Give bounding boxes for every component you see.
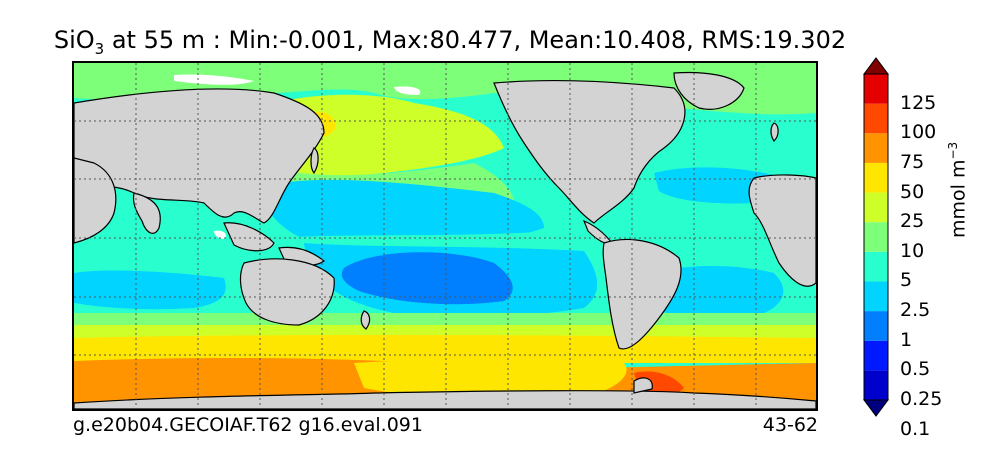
- colorbar-tick-label: 0.25: [900, 388, 943, 410]
- missing-patch-arctic: [174, 74, 254, 85]
- ross-sea-band: [354, 358, 627, 400]
- africa-west: [748, 174, 816, 287]
- colorbar-tick-label: 125: [900, 91, 937, 114]
- british-isles: [770, 122, 779, 142]
- india: [132, 192, 161, 234]
- colorbar-extend-max: [863, 57, 889, 75]
- new-zealand: [360, 310, 371, 330]
- colorbar-frame: [863, 73, 889, 401]
- colorbar-tick-label: 10: [900, 239, 925, 262]
- north-atlantic-gyre: [654, 167, 776, 204]
- south-america: [602, 238, 682, 350]
- colorbar-tick-label: 25: [900, 210, 925, 233]
- colorbar-tick-label: 1: [900, 328, 913, 351]
- colorbar: [856, 56, 896, 418]
- missing-patch-bering: [394, 86, 421, 95]
- colorbar-units: mmol m−3: [946, 142, 969, 238]
- missing-patch-indonesia: [214, 230, 226, 239]
- south-pacific-core: [341, 252, 513, 305]
- units-exponent: −3: [946, 141, 960, 160]
- colorbar-tick-label: 5: [900, 269, 913, 292]
- years-label: 43-62: [762, 414, 818, 436]
- map-panel: [72, 61, 818, 411]
- antarctic-peninsula: [633, 377, 653, 394]
- greenland: [673, 71, 745, 110]
- colorbar-segment: [864, 192, 888, 223]
- colorbar-segment: [864, 370, 888, 400]
- colorbar-svg: [863, 57, 889, 417]
- missing-data: [174, 74, 421, 239]
- colorbar-tick-label: 0.5: [900, 358, 931, 381]
- title-subscript: 3: [94, 39, 105, 58]
- colorbar-segment: [864, 74, 888, 104]
- colorbar-segment: [864, 311, 888, 341]
- north-america: [493, 79, 686, 224]
- colorbar-segment: [864, 162, 888, 193]
- colorbar-segment: [864, 103, 888, 134]
- case-name-label: g.e20b04.GECOIAF.T62 g16.eval.091: [73, 414, 423, 436]
- maritime-continent: [223, 222, 275, 252]
- colorbar-segment: [864, 251, 888, 282]
- japan: [310, 147, 319, 175]
- map-svg: [74, 63, 816, 409]
- colorbar-extend-min: [863, 399, 889, 417]
- graticule: [74, 63, 816, 409]
- units-prefix: mmol m: [947, 159, 970, 238]
- colorbar-segment: [864, 281, 888, 312]
- colorbar-segment: [864, 222, 888, 252]
- plot-title: SiO3 at 55 m : Min:-0.001, Max:80.477, M…: [0, 26, 900, 58]
- colorbar-tick-label: 0.1: [900, 417, 931, 440]
- title-variable: SiO: [53, 26, 95, 54]
- australia: [239, 258, 335, 326]
- colorbar-tick-label: 50: [900, 180, 925, 203]
- colorbar-segment: [864, 133, 888, 163]
- title-stats: at 55 m : Min:-0.001, Max:80.477, Mean:1…: [104, 26, 847, 54]
- colorbar-tick-label: 100: [900, 121, 937, 144]
- colorbar-tick-label: 2.5: [900, 299, 931, 322]
- colorbar-segment: [864, 340, 888, 371]
- indian-ocean-gyre: [74, 270, 226, 310]
- colorbar-tick-label: 75: [900, 150, 925, 173]
